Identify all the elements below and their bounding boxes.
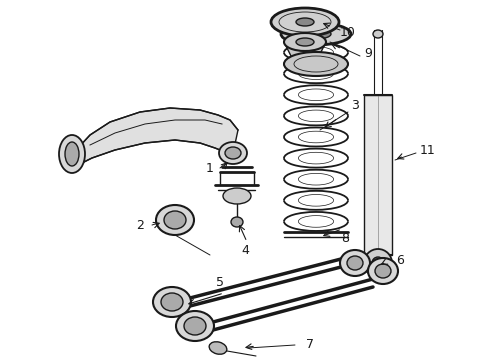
Ellipse shape — [65, 142, 79, 166]
Ellipse shape — [364, 249, 392, 277]
Ellipse shape — [368, 258, 398, 284]
Text: 6: 6 — [396, 253, 404, 266]
Ellipse shape — [281, 23, 351, 45]
Ellipse shape — [284, 52, 348, 76]
Text: 8: 8 — [341, 231, 349, 244]
Ellipse shape — [225, 147, 241, 159]
Polygon shape — [284, 42, 326, 60]
Ellipse shape — [347, 256, 363, 270]
Text: 3: 3 — [351, 99, 359, 112]
Ellipse shape — [209, 342, 227, 354]
Ellipse shape — [176, 311, 214, 341]
Ellipse shape — [373, 30, 383, 38]
Ellipse shape — [161, 293, 183, 311]
Ellipse shape — [340, 250, 370, 276]
Ellipse shape — [301, 29, 331, 39]
Ellipse shape — [153, 287, 191, 317]
Text: 9: 9 — [364, 46, 372, 59]
Ellipse shape — [156, 205, 194, 235]
Ellipse shape — [184, 317, 206, 335]
Ellipse shape — [223, 188, 251, 204]
Text: 10: 10 — [340, 26, 356, 39]
Text: 1: 1 — [206, 162, 214, 175]
Ellipse shape — [271, 8, 339, 36]
Text: 7: 7 — [306, 338, 314, 351]
Ellipse shape — [231, 217, 243, 227]
Ellipse shape — [375, 264, 391, 278]
Ellipse shape — [372, 257, 384, 269]
Bar — [364, 95, 392, 255]
Ellipse shape — [164, 211, 186, 229]
Text: 2: 2 — [136, 219, 144, 231]
Ellipse shape — [296, 18, 314, 26]
Polygon shape — [78, 108, 238, 165]
Ellipse shape — [59, 135, 85, 173]
Text: 11: 11 — [420, 144, 436, 157]
Text: 4: 4 — [241, 243, 249, 257]
Ellipse shape — [219, 142, 247, 164]
Ellipse shape — [284, 33, 326, 51]
Ellipse shape — [296, 38, 314, 46]
Text: 5: 5 — [216, 275, 224, 288]
